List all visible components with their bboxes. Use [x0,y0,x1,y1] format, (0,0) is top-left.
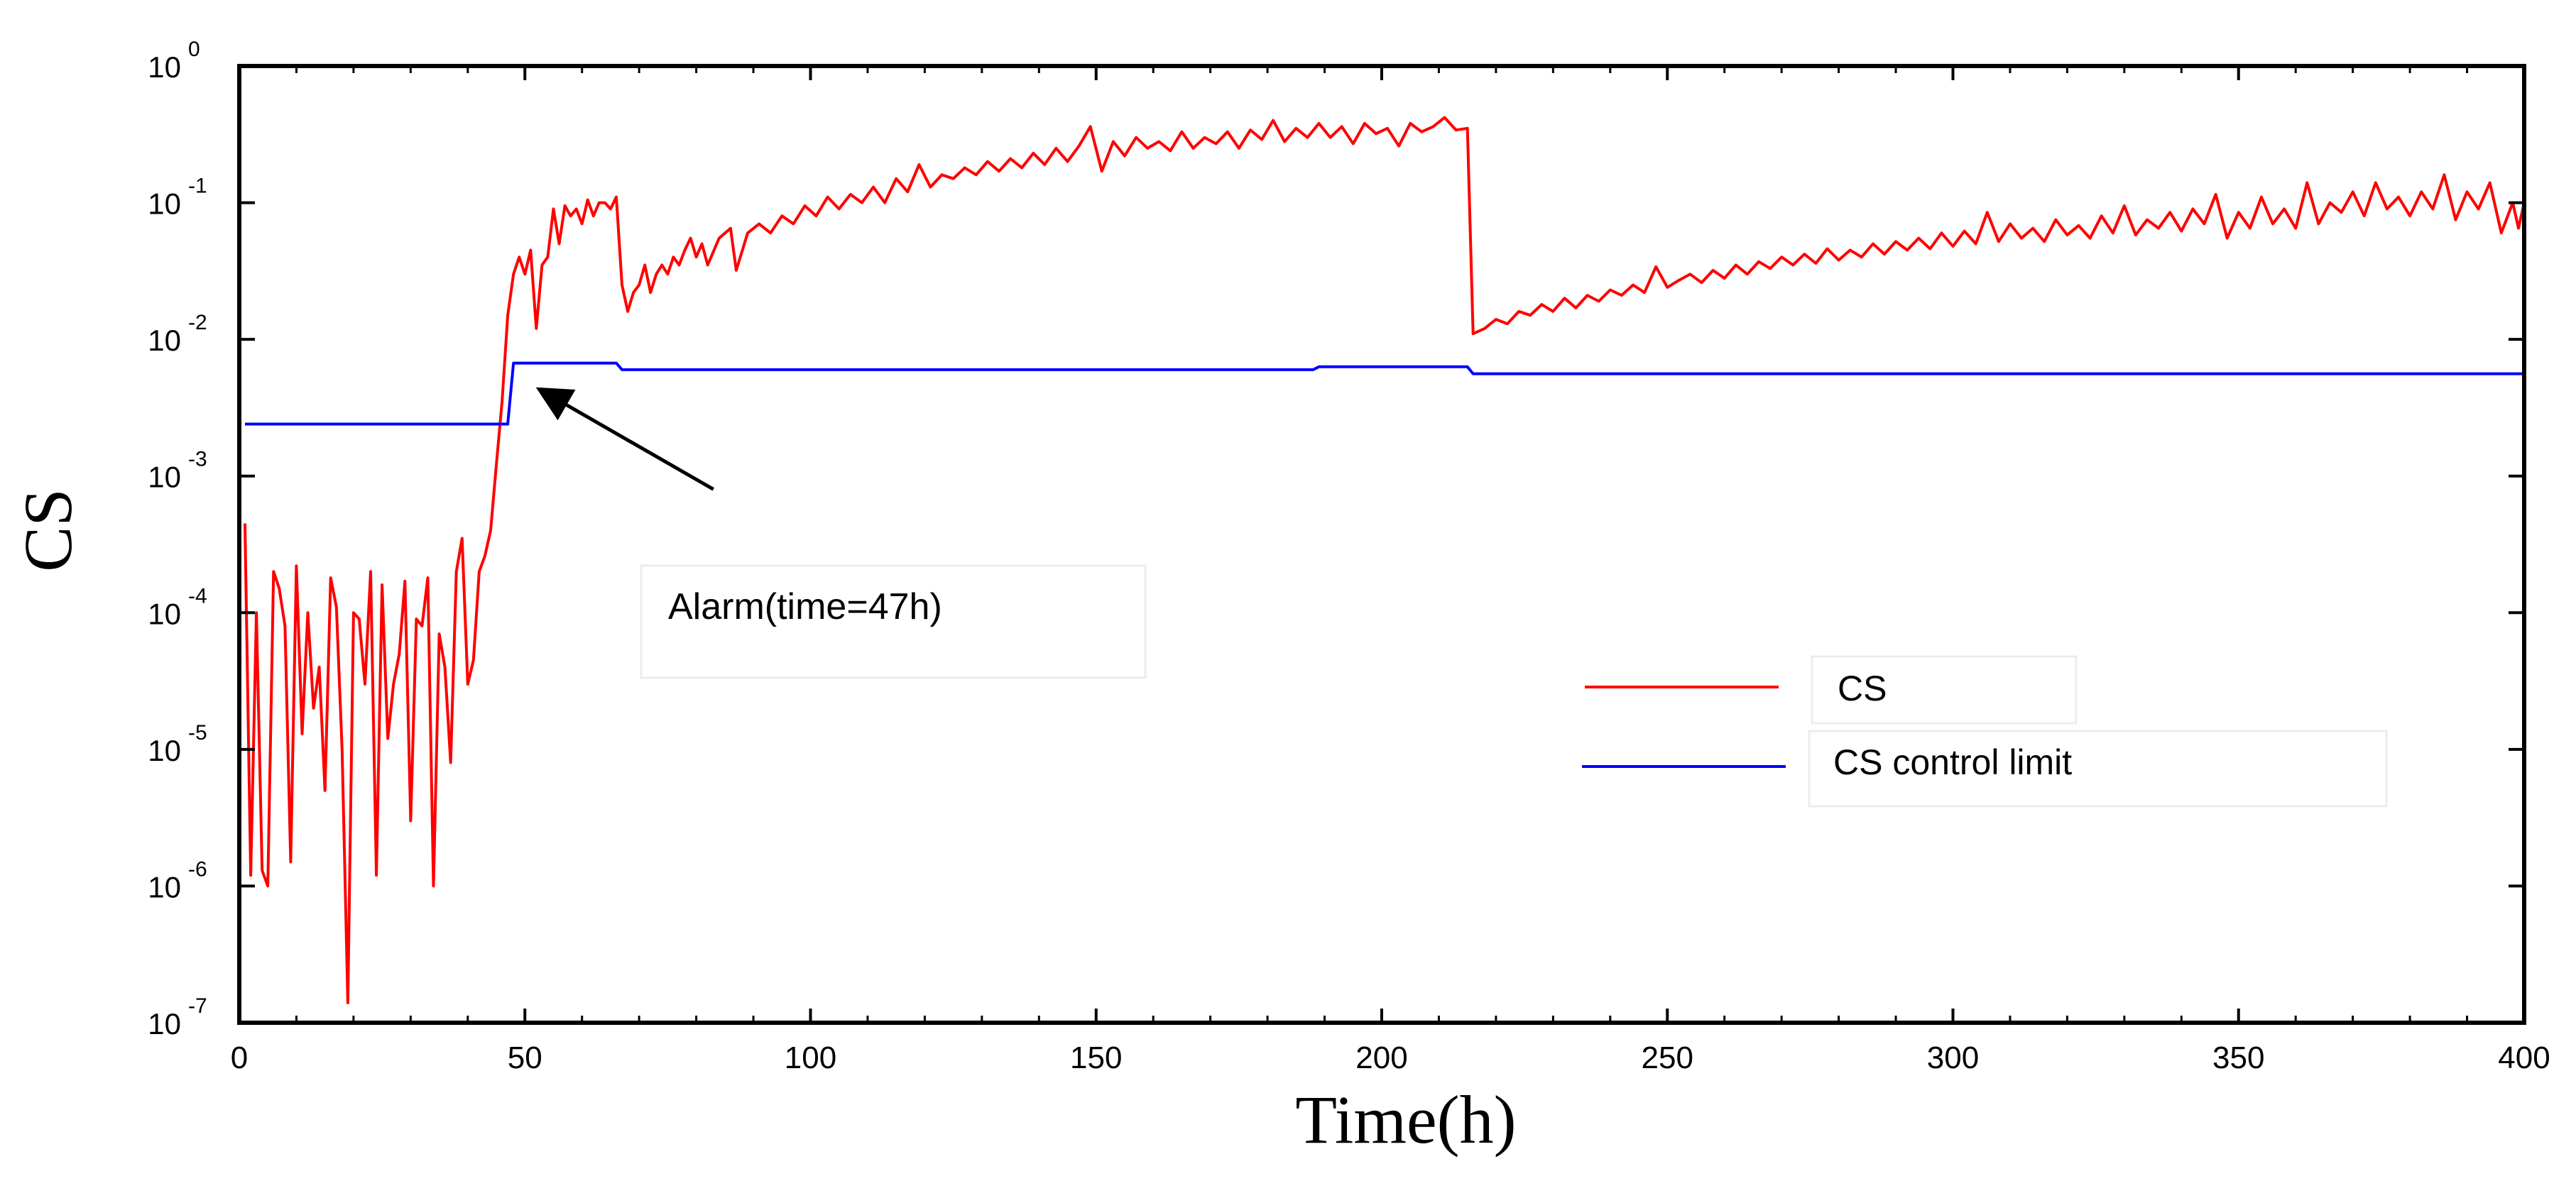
y-tick-base: 10 [148,461,181,494]
alarm-annotation: Alarm(time=47h) [535,387,1147,679]
y-tick-label: 10 -5 [148,721,207,767]
y-tick-label: 10 -1 [148,175,207,221]
legend: CS CS control limit [1582,655,2388,808]
x-axis-label: Time(h) [1295,1082,1516,1158]
y-tick-label: 10 -4 [148,584,207,630]
x-tick-label: 200 [1355,1040,1407,1075]
y-tick-base: 10 [148,50,181,84]
x-tick-label: 0 [231,1040,248,1075]
y-tick-exponent: -2 [188,311,207,334]
y-tick-exponent: -7 [188,994,207,1018]
y-tick-exponent: -1 [188,175,207,198]
legend-box-limit [1808,730,2388,808]
x-axis-ticks: 0 50 100 150 200 250 300 350 400 [231,66,2550,1075]
x-tick-label: 350 [2212,1040,2264,1075]
y-axis-label: CS [10,488,86,571]
series-line-cs [244,116,2526,1004]
alarm-label: Alarm(time=47h) [668,586,942,627]
x-tick-label: 150 [1070,1040,1122,1075]
y-tick-exponent: -4 [188,584,207,608]
y-tick-base: 10 [148,597,181,630]
y-tick-exponent: -3 [188,448,207,471]
y-tick-exponent: -6 [188,857,207,881]
y-tick-base: 10 [148,324,181,357]
y-tick-label: 10 -6 [148,857,207,903]
x-tick-label: 300 [1927,1040,1979,1075]
x-tick-label: 100 [785,1040,836,1075]
alarm-label-box [640,564,1147,679]
y-tick-exponent: 0 [188,38,200,61]
x-tick-label: 400 [2498,1040,2550,1075]
y-tick-label: 10 -3 [148,448,207,494]
y-tick-label: 10 -7 [148,994,207,1040]
y-tick-base: 10 [148,1007,181,1040]
y-tick-base: 10 [148,870,181,903]
x-tick-label: 50 [508,1040,542,1075]
y-tick-base: 10 [148,187,181,221]
y-tick-exponent: -5 [188,721,207,745]
y-axis-ticks: 10 0 10 -1 10 -2 10 -3 10 -4 10 -5 10 -6 10 -7 [148,38,2524,1040]
y-tick-base: 10 [148,734,181,767]
y-tick-label: 10 -2 [148,311,207,357]
y-tick-label: 10 0 [148,38,200,84]
series-layer [244,116,2526,1004]
alarm-arrow [535,387,714,491]
x-tick-label: 250 [1642,1040,1693,1075]
plot-frame [237,64,2526,1025]
series-line-control-limit [245,361,2524,426]
legend-label-control-limit: CS control limit [1833,742,2072,782]
legend-box-cs [1811,655,2078,725]
legend-label-cs: CS [1838,669,1887,708]
